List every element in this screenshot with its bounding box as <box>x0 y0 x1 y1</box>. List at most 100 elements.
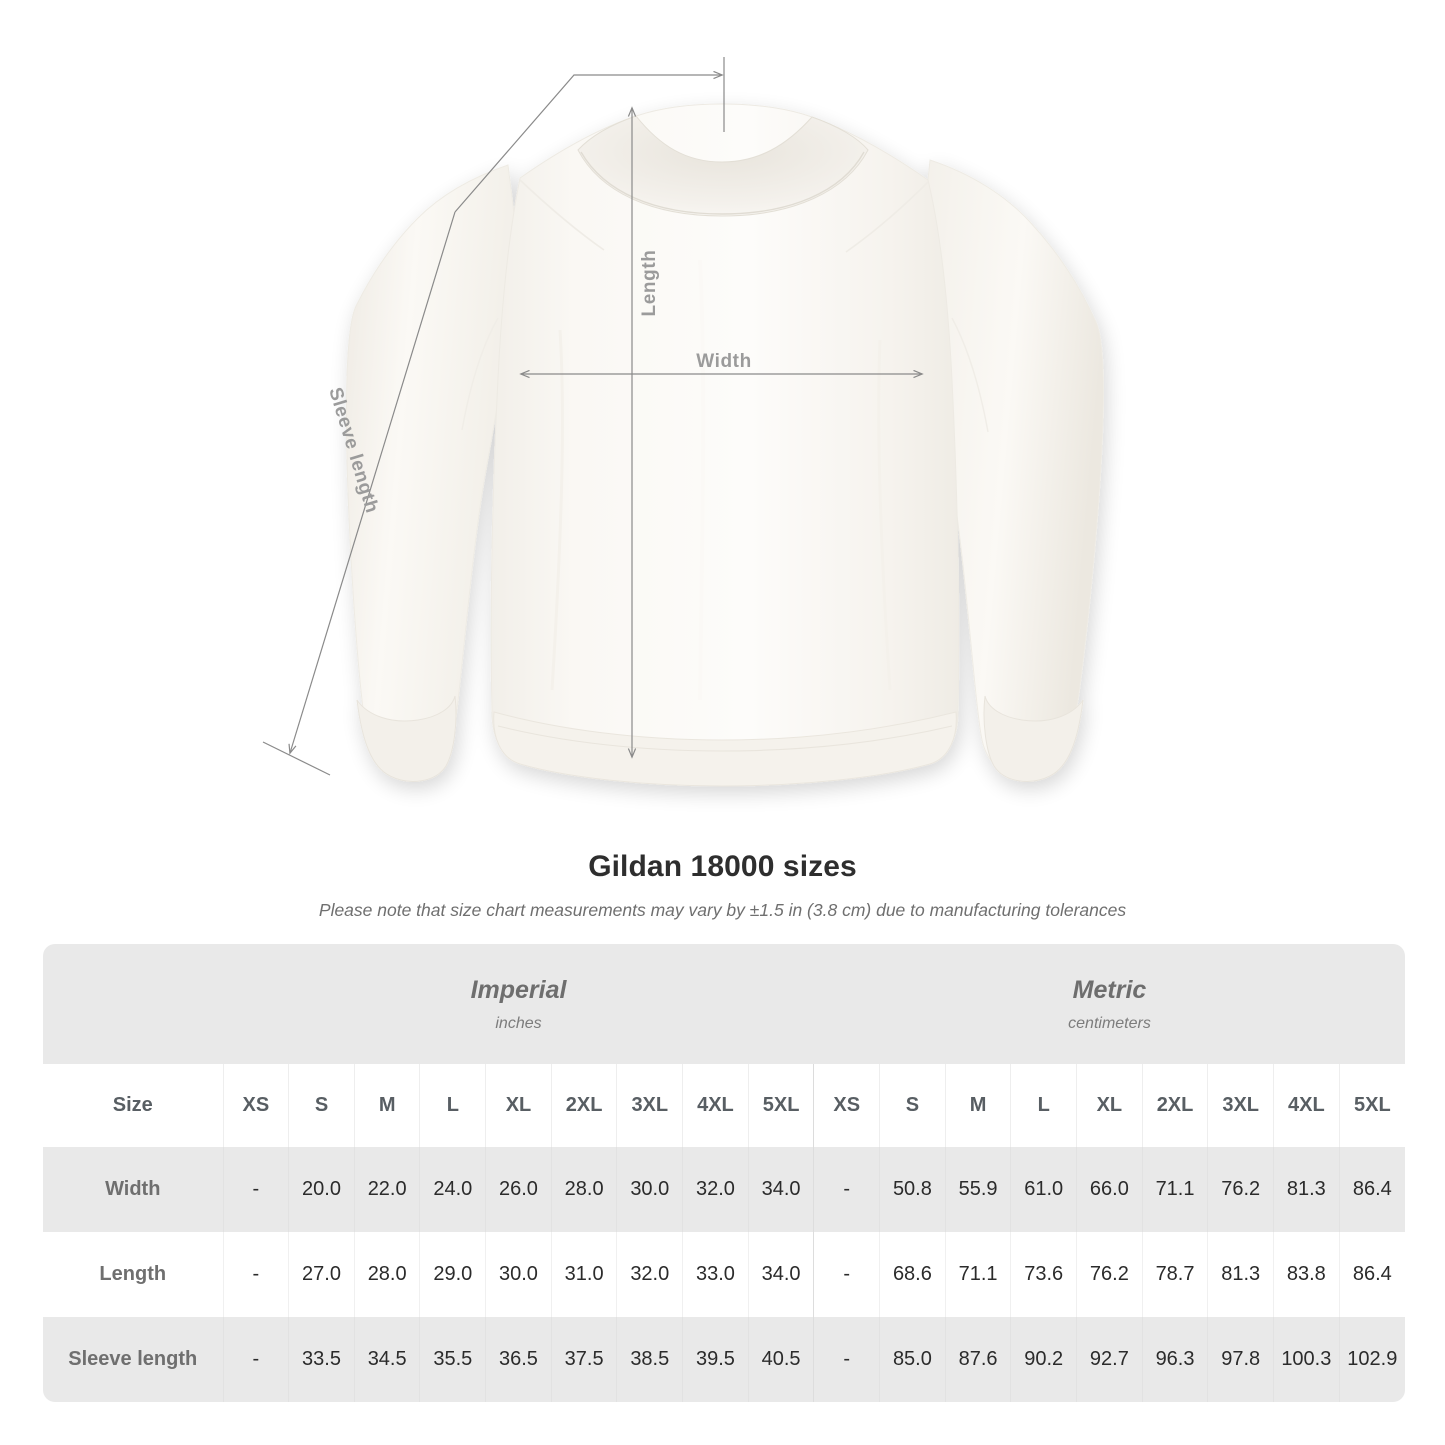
table-corner-label: Size <box>43 1064 224 1147</box>
size-header-metric-s: S <box>879 1064 946 1147</box>
cell-sleeve-length-imperial-xs: - <box>222 1317 289 1402</box>
size-header-imperial-xs: XS <box>222 1064 289 1147</box>
page-title: Gildan 18000 sizes <box>588 850 857 883</box>
size-header-metric-5xl: 5XL <box>1338 1064 1405 1147</box>
table-row: Sleeve length -33.5 34.5 35.5 36.5 37.5 38.5 39… <box>43 1317 1405 1402</box>
cell-width-imperial-xl: 26.0 <box>485 1147 552 1232</box>
cell-sleeve-length-imperial-2xl: 37.5 <box>550 1317 617 1402</box>
cell-sleeve-length-imperial-s: 33.5 <box>288 1317 355 1402</box>
cell-length-metric-l: 73.6 <box>1010 1232 1077 1317</box>
cell-width-metric-5xl: 86.4 <box>1338 1147 1405 1232</box>
size-header-metric-2xl: 2XL <box>1141 1064 1208 1147</box>
unit-name-metric: Metric <box>1072 975 1147 1004</box>
cell-sleeve-length-imperial-m: 34.5 <box>353 1317 420 1402</box>
cell-sleeve-length-imperial-5xl: 40.5 <box>747 1317 814 1402</box>
cell-length-metric-s: 68.6 <box>879 1232 946 1317</box>
cell-length-imperial-2xl: 31.0 <box>550 1232 617 1317</box>
cell-length-imperial-5xl: 34.0 <box>747 1232 814 1317</box>
cell-width-metric-s: 50.8 <box>879 1147 946 1232</box>
unit-system-band: Imperial inches Metric centimeters <box>43 944 1405 1064</box>
cell-sleeve-length-imperial-4xl: 39.5 <box>682 1317 749 1402</box>
cell-sleeve-length-metric-2xl: 96.3 <box>1141 1317 1208 1402</box>
cell-width-metric-3xl: 76.2 <box>1207 1147 1274 1232</box>
cell-width-metric-xl: 66.0 <box>1076 1147 1143 1232</box>
cell-sleeve-length-metric-xl: 92.7 <box>1076 1317 1143 1402</box>
cell-width-metric-4xl: 81.3 <box>1273 1147 1340 1232</box>
length-label: Length <box>639 250 660 317</box>
measurement-lines <box>262 57 924 776</box>
cell-sleeve-length-metric-5xl: 102.9 <box>1338 1317 1405 1402</box>
size-header-metric-xl: XL <box>1076 1064 1143 1147</box>
row-label-width: Width <box>43 1147 224 1232</box>
unit-group-imperial: Imperial inches <box>223 944 814 1064</box>
unit-name-imperial: Imperial <box>470 975 567 1004</box>
size-header-imperial-4xl: 4XL <box>682 1064 749 1147</box>
table-row: Length -27.0 28.0 29.0 30.0 31.0 32.0 33.0 34.0-… <box>43 1232 1405 1317</box>
size-header-imperial-5xl: 5XL <box>747 1064 814 1147</box>
cell-length-imperial-s: 27.0 <box>288 1232 355 1317</box>
cell-width-imperial-l: 24.0 <box>419 1147 486 1232</box>
cell-length-metric-3xl: 81.3 <box>1207 1232 1274 1317</box>
cell-width-imperial-3xl: 30.0 <box>616 1147 683 1232</box>
size-header-imperial-3xl: 3XL <box>616 1064 683 1147</box>
cell-sleeve-length-imperial-l: 35.5 <box>419 1317 486 1402</box>
cell-length-imperial-4xl: 33.0 <box>682 1232 749 1317</box>
table-row: Width -20.0 22.0 24.0 26.0 28.0 30.0 32.0 34.0-5… <box>43 1147 1405 1232</box>
cell-length-imperial-3xl: 32.0 <box>616 1232 683 1317</box>
size-header-metric-4xl: 4XL <box>1273 1064 1340 1147</box>
cell-length-imperial-m: 28.0 <box>353 1232 420 1317</box>
unit-sub-metric: centimeters <box>1068 1014 1151 1032</box>
sleeve-dimension-line <box>288 211 456 755</box>
cell-sleeve-length-metric-s: 85.0 <box>879 1317 946 1402</box>
size-header-imperial-s: S <box>288 1064 355 1147</box>
cell-sleeve-length-metric-l: 90.2 <box>1010 1317 1077 1402</box>
size-header-imperial-m: M <box>353 1064 420 1147</box>
size-header-metric-m: M <box>944 1064 1011 1147</box>
cell-width-metric-m: 55.9 <box>944 1147 1011 1232</box>
size-header-metric-3xl: 3XL <box>1207 1064 1274 1147</box>
cell-width-imperial-2xl: 28.0 <box>550 1147 617 1232</box>
cell-length-metric-2xl: 78.7 <box>1141 1232 1208 1317</box>
size-header-metric-xs: XS <box>813 1064 880 1147</box>
cell-sleeve-length-imperial-xl: 36.5 <box>485 1317 552 1402</box>
cell-length-imperial-xs: - <box>222 1232 289 1317</box>
unit-group-metric: Metric centimeters <box>814 944 1405 1064</box>
cell-sleeve-length-imperial-3xl: 38.5 <box>616 1317 683 1402</box>
cell-length-imperial-xl: 30.0 <box>485 1232 552 1317</box>
unit-sub-imperial: inches <box>495 1014 542 1032</box>
cell-sleeve-length-metric-xs: - <box>813 1317 880 1402</box>
cell-sleeve-length-metric-3xl: 97.8 <box>1207 1317 1274 1402</box>
cell-width-imperial-m: 22.0 <box>353 1147 420 1232</box>
table-header-row: Size XS S M L XL 2XL 3XL 4XL 5XL XS S M L XL 2XL 3XL 4XL 5… <box>43 1064 1405 1147</box>
cuff-tick-mark <box>262 741 331 776</box>
cell-length-metric-m: 71.1 <box>944 1232 1011 1317</box>
sweatshirt-illustration: Length Width Sleeve length <box>262 57 1104 787</box>
size-header-imperial-l: L <box>419 1064 486 1147</box>
size-chart-table: Imperial inches Metric centimeters Size X… <box>43 944 1405 1402</box>
cell-width-imperial-4xl: 32.0 <box>682 1147 749 1232</box>
tolerance-note: Please note that size chart measurements… <box>318 900 1127 920</box>
cell-sleeve-length-metric-4xl: 100.3 <box>1273 1317 1340 1402</box>
cell-width-metric-xs: - <box>813 1147 880 1232</box>
cell-width-metric-2xl: 71.1 <box>1141 1147 1208 1232</box>
unit-band-spacer <box>43 944 223 1064</box>
cell-length-metric-5xl: 86.4 <box>1338 1232 1405 1317</box>
cell-length-imperial-l: 29.0 <box>419 1232 486 1317</box>
measurements-table: Size XS S M L XL 2XL 3XL 4XL 5XL XS S M L XL 2XL 3XL 4XL 5… <box>43 1064 1405 1402</box>
cell-width-imperial-5xl: 34.0 <box>747 1147 814 1232</box>
size-header-imperial-xl: XL <box>485 1064 552 1147</box>
title-block: Gildan 18000 sizes Please note that size… <box>0 848 1445 922</box>
cell-width-imperial-s: 20.0 <box>288 1147 355 1232</box>
cell-width-metric-l: 61.0 <box>1010 1147 1077 1232</box>
row-label-sleeve-length: Sleeve length <box>43 1317 224 1402</box>
garment-diagram: Length Width Sleeve length <box>262 57 1104 787</box>
cell-length-metric-xs: - <box>813 1232 880 1317</box>
row-label-length: Length <box>43 1232 224 1317</box>
size-header-metric-l: L <box>1010 1064 1077 1147</box>
sleeve-leader-line <box>454 70 724 213</box>
size-header-imperial-2xl: 2XL <box>550 1064 617 1147</box>
width-label: Width <box>696 351 752 372</box>
cell-width-imperial-xs: - <box>222 1147 289 1232</box>
cell-sleeve-length-metric-m: 87.6 <box>944 1317 1011 1402</box>
cell-length-metric-4xl: 83.8 <box>1273 1232 1340 1317</box>
